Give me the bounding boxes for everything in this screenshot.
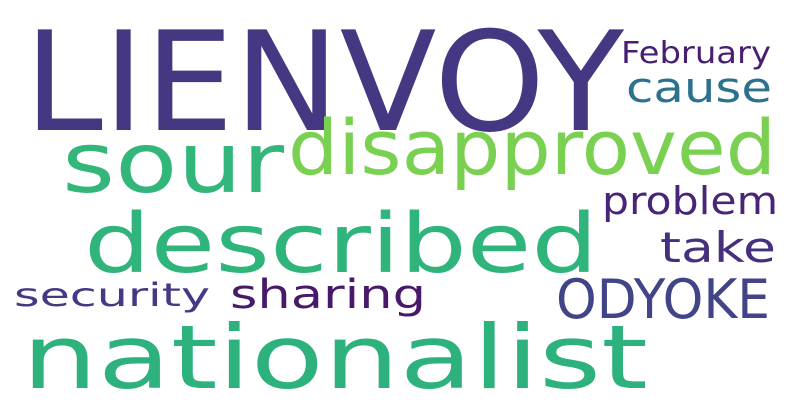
word-february: February [621, 36, 771, 71]
word-cause: cause [626, 63, 772, 112]
word-disapproved: disapproved [288, 103, 776, 192]
word-described: described [84, 197, 598, 292]
word-take: take [660, 223, 776, 272]
word-problem: problem [602, 179, 778, 223]
word-sour: sour [62, 114, 285, 212]
word-nationalist: nationalist [22, 306, 648, 405]
word-sharing: sharing [230, 272, 426, 318]
word-odyoke: ODYOKE [556, 268, 770, 331]
word-lienvoy: LIENVOY [24, 2, 625, 163]
word-security: security [14, 276, 210, 314]
